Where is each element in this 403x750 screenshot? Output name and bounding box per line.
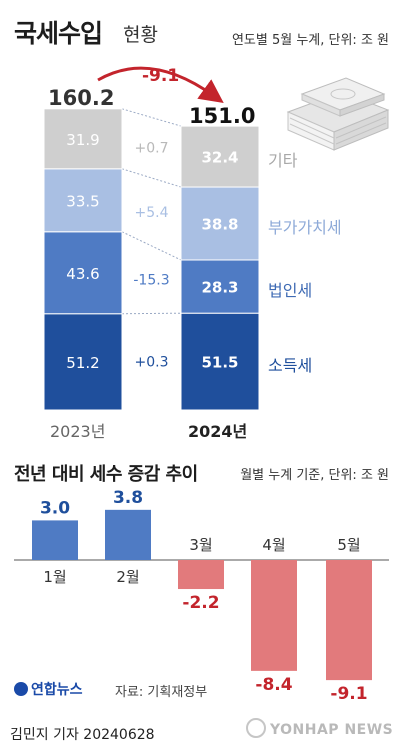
month-bar xyxy=(32,520,78,560)
segment-value-label: 51.2 xyxy=(66,354,99,372)
total-diff-label: -9.1 xyxy=(142,66,180,86)
month-value-label: -2.2 xyxy=(182,593,219,613)
bar-segment-1-0 xyxy=(43,231,123,315)
bar-segment-2-0 xyxy=(43,168,123,233)
segment-value-label: 28.3 xyxy=(201,279,238,297)
month-tick-label: 1월 xyxy=(43,568,66,586)
banknote-stack-icon xyxy=(286,77,390,151)
monthly-unit-note: 월별 누계 기준, 단위: 조 원 xyxy=(240,468,389,483)
page-subtitle: 현황 xyxy=(123,24,158,46)
month-bar xyxy=(326,560,372,681)
month-tick-label: 3월 xyxy=(189,536,212,554)
month-value-label: 3.8 xyxy=(113,488,143,508)
segment-value-label: 31.9 xyxy=(66,131,99,149)
legend-label-corporate: 법인세 xyxy=(268,280,313,300)
legend-label-income: 소득세 xyxy=(268,355,313,375)
stacked-bar-chart: 51.2 43.6 33.5 31.9 51.5 28.3 38.8 32.4 +0.3 -15… xyxy=(43,66,260,411)
yonhap-logo: 연합뉴스 xyxy=(14,679,83,699)
bar-segment-2-1 xyxy=(180,186,260,261)
month-value-label: -8.4 xyxy=(255,675,292,695)
logo-text: 연합뉴스 xyxy=(31,682,83,698)
change-label: -15.3 xyxy=(133,273,169,289)
month-value-label: -9.1 xyxy=(330,684,367,704)
segment-value-label: 33.5 xyxy=(66,192,99,210)
month-bar xyxy=(178,560,224,590)
x-tick-2023: 2023년 xyxy=(50,422,106,441)
logo-mark-icon xyxy=(14,682,28,696)
unit-note: 연도별 5월 누계, 단위: 조 원 xyxy=(231,33,389,48)
month-tick-label: 4월 xyxy=(262,536,285,554)
bar-segment-0-1 xyxy=(180,312,260,411)
legend-label-vat: 부가가치세 xyxy=(268,217,342,237)
segment-value-label: 51.5 xyxy=(201,354,238,372)
month-bar xyxy=(251,560,297,671)
reporter-credit: 김민지 기자 20240628 xyxy=(10,727,155,743)
decrease-arrow xyxy=(97,66,224,104)
watermark-globe-icon xyxy=(246,718,266,738)
segment-value-label: 32.4 xyxy=(201,149,238,167)
total-2023-label: 160.2 xyxy=(48,86,115,110)
segment-value-label: 43.6 xyxy=(66,265,99,283)
change-label: +0.7 xyxy=(135,141,169,157)
segment-value-label: 38.8 xyxy=(201,216,238,234)
change-label: +5.4 xyxy=(135,205,169,221)
page-title: 국세수입 xyxy=(14,19,103,48)
x-tick-2024: 2024년 xyxy=(188,422,248,441)
watermark: YONHAP NEWS xyxy=(246,718,393,738)
month-bar xyxy=(105,509,151,560)
monthly-chart-title: 전년 대비 세수 증감 추이 xyxy=(14,464,198,485)
month-tick-label: 2월 xyxy=(116,568,139,586)
bar-segment-3-0 xyxy=(43,108,123,170)
bar-segment-3-1 xyxy=(180,125,260,188)
legend-label-etc: 기타 xyxy=(268,150,298,170)
source-note: 자료: 기획재정부 xyxy=(115,685,208,700)
month-value-label: 3.0 xyxy=(40,498,70,518)
change-label: +0.3 xyxy=(135,355,169,371)
connector-line xyxy=(121,312,182,315)
connector-line xyxy=(121,231,182,261)
watermark-text: YONHAP NEWS xyxy=(270,722,394,738)
month-tick-label: 5월 xyxy=(337,536,360,554)
total-2024-label: 151.0 xyxy=(189,104,256,128)
